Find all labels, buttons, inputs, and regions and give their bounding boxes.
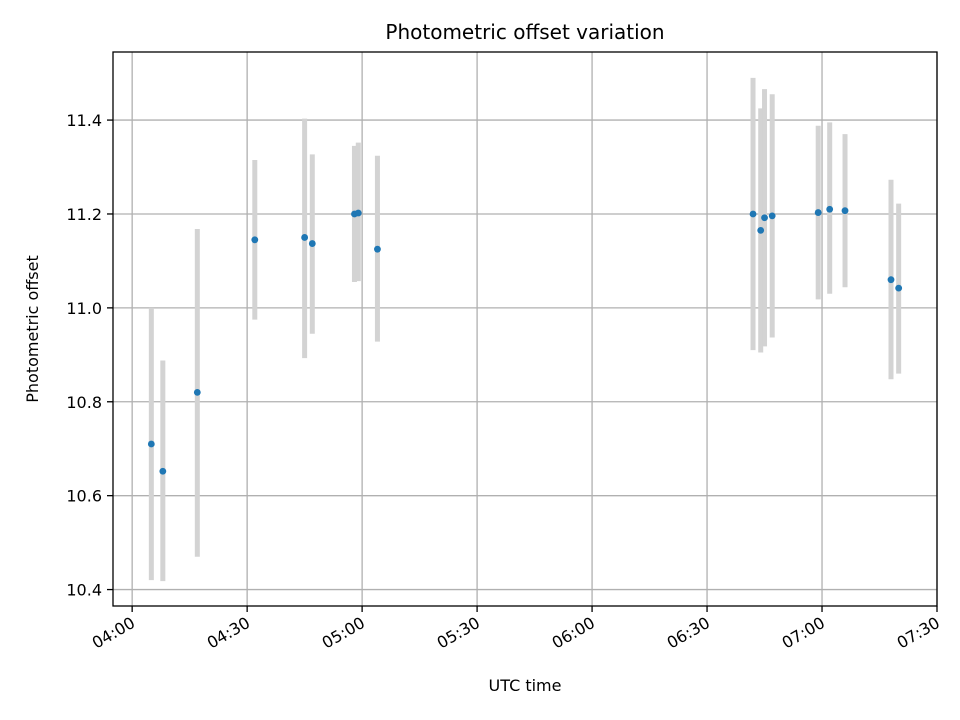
data-point — [301, 234, 309, 241]
chart-title: Photometric offset variation — [385, 20, 664, 44]
y-tick-label: 11.4 — [66, 111, 102, 130]
y-tick-label: 10.4 — [66, 581, 102, 600]
x-tick-label: 04:00 — [89, 613, 138, 653]
x-axis: 04:00 04:30 05:00 05:30 06:00 06:30 07:00 07:30 — [89, 606, 943, 653]
y-tick-label: 10.6 — [66, 487, 102, 506]
data-point — [749, 210, 757, 218]
x-tick-label: 04:30 — [204, 613, 253, 653]
plot-frame — [112, 51, 938, 607]
data-point — [826, 205, 834, 213]
y-axis-label: Photometric offset — [23, 255, 42, 403]
y-axis: 10.4 10.6 10.8 11.0 11.2 11.4 — [66, 111, 113, 600]
x-tick-label: 05:00 — [319, 613, 368, 653]
data-point — [768, 212, 776, 220]
data-point — [251, 236, 259, 244]
x-tick-label: 07:30 — [894, 613, 943, 653]
x-axis-label: UTC time — [489, 676, 562, 695]
data-point — [308, 240, 316, 247]
x-tick-label: 07:00 — [779, 613, 828, 653]
y-tick-label: 11.0 — [66, 299, 102, 318]
y-tick-label: 10.8 — [66, 393, 102, 412]
y-tick-label: 11.2 — [66, 205, 102, 224]
data-point — [895, 284, 903, 292]
data-point — [761, 214, 768, 222]
x-tick-label: 05:30 — [434, 613, 483, 653]
data-point — [887, 276, 895, 284]
data-point — [354, 209, 362, 217]
data-point — [159, 467, 167, 475]
data-points — [147, 205, 903, 475]
data-point — [193, 388, 201, 396]
grid-lines — [113, 52, 938, 606]
x-tick-label: 06:30 — [664, 613, 713, 653]
data-point — [147, 440, 155, 448]
data-point — [757, 227, 765, 234]
data-point — [814, 209, 822, 216]
data-point — [841, 207, 849, 215]
x-tick-label: 06:00 — [549, 613, 598, 653]
data-point — [374, 245, 381, 253]
error-bars — [148, 77, 902, 582]
